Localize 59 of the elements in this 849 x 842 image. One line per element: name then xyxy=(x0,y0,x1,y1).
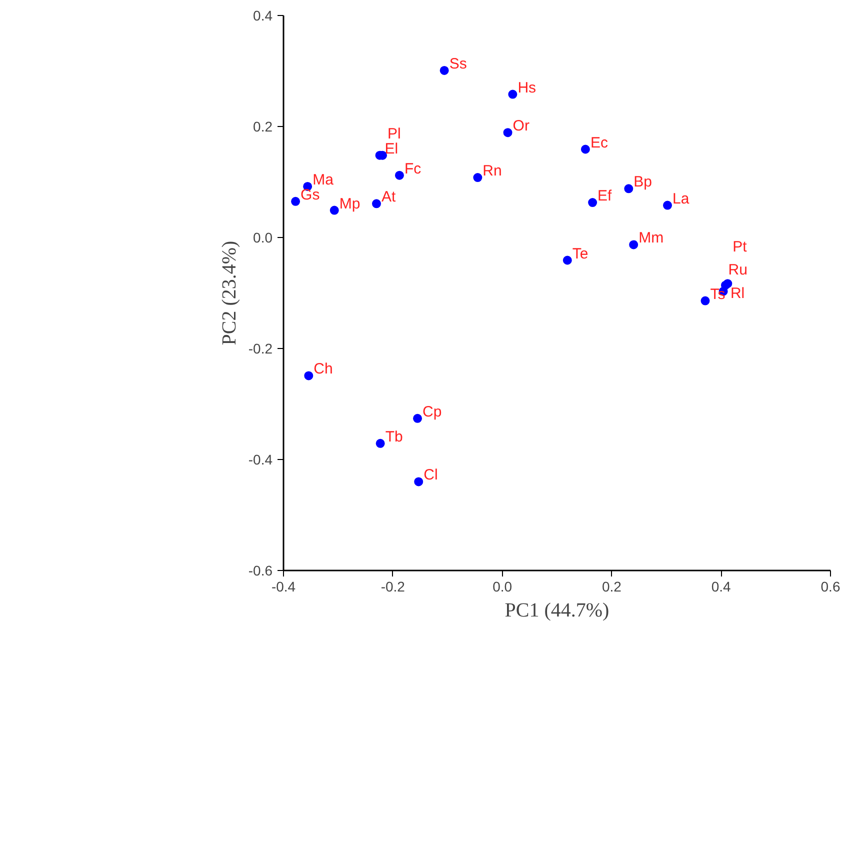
y-tick-label: 0.2 xyxy=(253,118,273,134)
point xyxy=(394,170,404,180)
y-tick-label: -0.2 xyxy=(248,340,273,356)
point xyxy=(662,200,672,210)
annotation: Ma xyxy=(312,171,334,188)
point xyxy=(700,296,710,306)
point xyxy=(330,206,339,215)
annotation: La xyxy=(672,190,690,208)
annotation: Rl xyxy=(730,285,745,302)
annotation: Mp xyxy=(339,195,360,212)
x-tick-label: 0.6 xyxy=(820,578,840,594)
annotation: El xyxy=(384,140,398,158)
x-tick-label: -0.4 xyxy=(271,578,296,594)
annotation: Ch xyxy=(314,360,333,378)
annotation: At xyxy=(381,188,396,206)
annotation: Mm xyxy=(638,230,664,247)
annotation: Cl xyxy=(424,466,438,484)
x-tick-label: 0.4 xyxy=(711,578,732,594)
annotation: Pl xyxy=(388,125,401,142)
annotation: Hs xyxy=(518,79,536,96)
point xyxy=(440,66,449,75)
point xyxy=(580,144,590,154)
x-tick-label: 0.2 xyxy=(602,578,622,594)
annotation: Cp xyxy=(422,403,442,420)
annotation: Ec xyxy=(590,134,608,152)
y-tick-label: 0.0 xyxy=(253,230,273,246)
point xyxy=(629,240,638,250)
point xyxy=(473,173,482,182)
annotation: Gs xyxy=(300,186,320,204)
annotation: Ts xyxy=(710,286,726,303)
x-tick-label: -0.2 xyxy=(380,578,406,594)
x-axis-title: PC1 (44.7%) xyxy=(504,600,610,622)
x-tick-label: 0.0 xyxy=(492,578,512,594)
point xyxy=(508,90,518,99)
point xyxy=(503,128,512,138)
point xyxy=(723,279,732,288)
annotation: Ss xyxy=(449,55,467,72)
point xyxy=(414,477,424,486)
annotation: Pt xyxy=(732,238,748,256)
y-tick-label: -0.4 xyxy=(248,452,273,468)
annotation: Ru xyxy=(728,261,748,278)
point xyxy=(588,198,598,208)
point xyxy=(413,414,422,423)
annotation: Rn xyxy=(482,162,502,180)
annotation: Bp xyxy=(634,174,652,191)
annotation: Tb xyxy=(385,428,403,446)
point xyxy=(624,184,634,194)
point xyxy=(562,256,572,265)
y-axis-title: PC2 (23.4%) xyxy=(218,240,240,346)
y-tick-label: -0.6 xyxy=(248,562,273,578)
point xyxy=(304,371,314,380)
point xyxy=(376,438,385,448)
annotation: Te xyxy=(572,245,588,262)
point xyxy=(291,196,300,206)
y-tick-label: 0.4 xyxy=(253,8,273,24)
annotation: Fc xyxy=(404,160,422,178)
annotation: Or xyxy=(512,118,530,135)
point xyxy=(372,199,381,208)
annotation: Ef xyxy=(598,188,613,205)
